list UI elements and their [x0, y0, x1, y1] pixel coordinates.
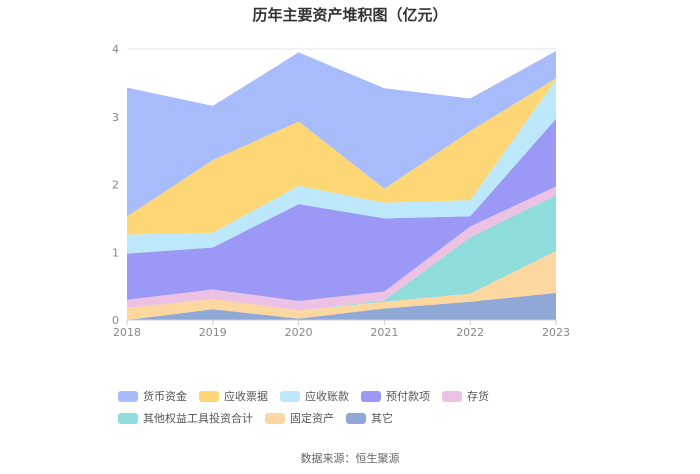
legend: 货币资金 应收票据 应收账款 预付款项 存货其他权益工具投资合计 固定资产 其它: [118, 389, 598, 425]
legend-item[interactable]: 存货: [442, 389, 489, 403]
legend-swatch: [118, 412, 138, 424]
chart-title: 历年主要资产堆积图（亿元）: [252, 6, 448, 24]
legend-label: 其他权益工具投资合计: [143, 412, 253, 425]
legend-swatch: [118, 390, 138, 402]
legend-label: 固定资产: [290, 412, 334, 425]
y-tick-label: 4: [112, 43, 119, 56]
legend-item[interactable]: 应收账款: [280, 389, 349, 403]
area-series-6[interactable]: [127, 78, 556, 235]
area-series-2[interactable]: [127, 195, 556, 311]
legend-label: 存货: [467, 390, 489, 403]
legend-swatch: [280, 390, 300, 402]
area-series-7[interactable]: [127, 51, 556, 217]
legend-item[interactable]: 应收票据: [199, 389, 268, 403]
legend-item[interactable]: 其他权益工具投资合计: [118, 411, 253, 425]
legend-label: 其它: [371, 412, 393, 425]
area-layer: [127, 51, 556, 320]
area-series-1[interactable]: [127, 250, 556, 320]
legend-swatch: [199, 390, 219, 402]
x-tick-label: 2019: [199, 326, 227, 339]
x-tick-label: 2020: [285, 326, 313, 339]
area-series-3[interactable]: [127, 186, 556, 311]
legend-label: 应收票据: [224, 390, 268, 403]
legend-label: 预付款项: [386, 390, 430, 403]
legend-swatch: [346, 412, 366, 424]
legend-label: 货币资金: [143, 390, 187, 403]
x-tick-label: 2023: [542, 326, 570, 339]
legend-item[interactable]: 货币资金: [118, 389, 187, 403]
legend-swatch: [265, 412, 285, 424]
legend-swatch: [361, 390, 381, 402]
y-tick-label: 3: [112, 111, 119, 124]
y-tick-label: 2: [112, 179, 119, 192]
legend-item[interactable]: 预付款项: [361, 389, 430, 403]
area-series-0[interactable]: [127, 292, 556, 320]
x-tick-label: 2018: [113, 326, 141, 339]
x-tick-label: 2022: [456, 326, 484, 339]
area-series-5[interactable]: [127, 79, 556, 254]
data-source: 数据来源：恒生聚源: [300, 452, 400, 465]
area-series-4[interactable]: [127, 118, 556, 301]
legend-label: 应收账款: [305, 390, 349, 403]
legend-swatch: [442, 390, 462, 402]
legend-item[interactable]: 其它: [346, 411, 393, 425]
y-tick-label: 1: [112, 246, 119, 259]
axis-layer: 0 1 2 3 4 2018 2019 2020 2021 2022 2023: [112, 43, 570, 339]
y-tick-label: 0: [112, 314, 119, 327]
legend-item[interactable]: 固定资产: [265, 411, 334, 425]
x-tick-label: 2021: [370, 326, 398, 339]
